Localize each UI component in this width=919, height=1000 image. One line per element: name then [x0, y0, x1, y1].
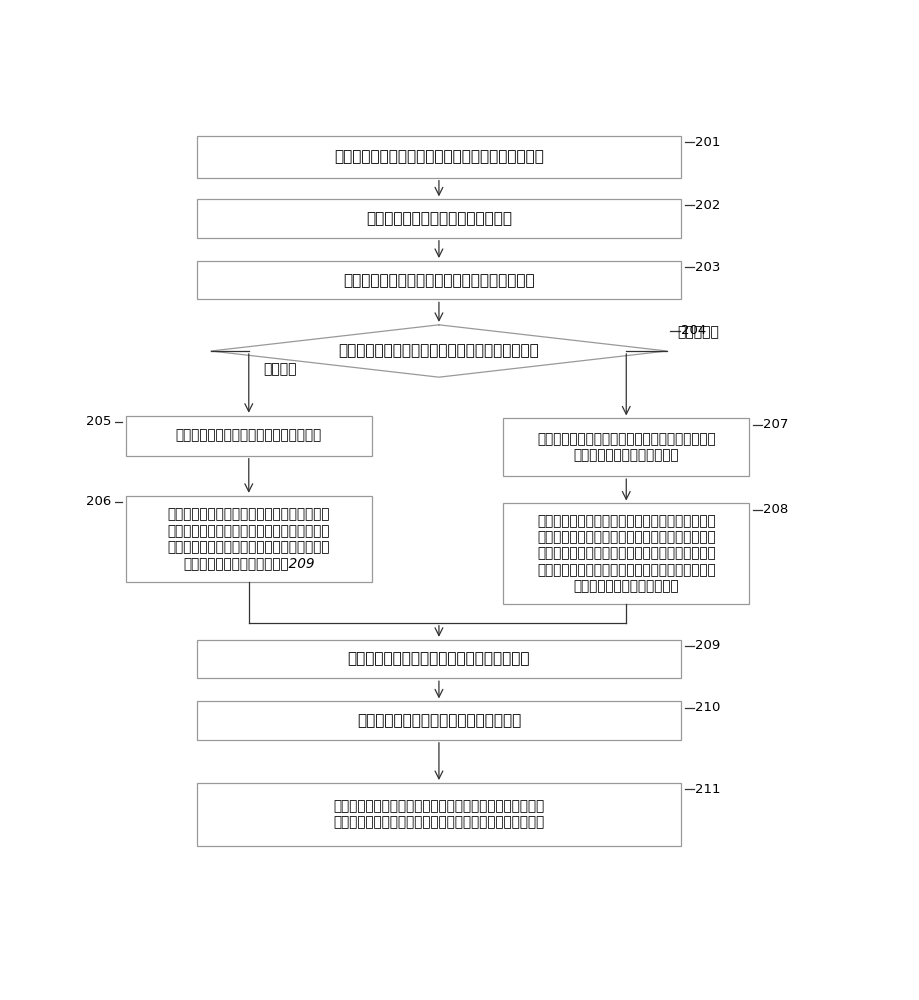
Text: 对比各个仿真眼图的眼睛张开程度，选定眼睛张开程度最大
的仿真眼图对应的目标测试阻抗为传输线路对应的线路阻抗: 对比各个仿真眼图的眼睛张开程度，选定眼睛张开程度最大 的仿真眼图对应的目标测试阻… [334, 799, 545, 830]
Text: 针对每一个目标测试阻抗，计算在主板中的每
一层上预部署的单线传输线路的线宽，按照单
线布线和单线传输线路的线宽，为传输线路生
成对应的布线模型，执行步骤209: 针对每一个目标测试阻抗，计算在主板中的每 一层上预部署的单线传输线路的线宽，按照… [167, 508, 330, 570]
Bar [197, 199, 681, 238]
Text: 单线布线: 单线布线 [263, 363, 297, 377]
Bar [197, 136, 681, 178]
Bar [197, 701, 681, 740]
Text: 208: 208 [764, 503, 789, 516]
Text: 确定传输线路预传输信号的信号类型: 确定传输线路预传输信号的信号类型 [366, 211, 512, 226]
Text: 204: 204 [681, 324, 707, 337]
Bar [504, 503, 749, 604]
Text: 209: 209 [696, 639, 720, 652]
Text: 在传输线路所属主板上，选定第一参考层: 在传输线路所属主板上，选定第一参考层 [176, 429, 322, 443]
Text: 在两种布线类型中，为传输线路选定目标布线类型: 在两种布线类型中，为传输线路选定目标布线类型 [338, 344, 539, 359]
Text: 207: 207 [764, 418, 789, 431]
Bar [197, 261, 681, 299]
Text: 201: 201 [696, 136, 720, 149]
Bar [126, 416, 371, 456]
Text: 210: 210 [696, 701, 720, 714]
Text: 205: 205 [86, 415, 112, 428]
Text: 获取每一个目标测试阻抗对应的仿真眼图: 获取每一个目标测试阻抗对应的仿真眼图 [357, 713, 521, 728]
Text: 206: 206 [86, 495, 112, 508]
Bar [197, 783, 681, 846]
Text: 针对每一个目标测试阻抗，为预传输信号的信号类
型确定目标差分线线距，计算在主板中的每一层上
预部署的差分线路中每一条差分传输线路的线宽，
按照差分线布线和每一条: 针对每一个目标测试阻抗，为预传输信号的信号类 型确定目标差分线线距，计算在主板中… [537, 514, 716, 593]
Text: 202: 202 [696, 199, 720, 212]
Bar [504, 418, 749, 476]
Text: 为每一类信号匹配一个差分线线距，并在传输线路
所属主板上，选定第二参考层: 为每一类信号匹配一个差分线线距，并在传输线路 所属主板上，选定第二参考层 [537, 432, 716, 462]
Text: 为预传输信号的信号类型确定三个目标测试阻抗: 为预传输信号的信号类型确定三个目标测试阻抗 [343, 273, 535, 288]
Text: 211: 211 [696, 783, 720, 796]
Text: 为每一类信号匹配三个测试阻抗，设置两种布线类型: 为每一类信号匹配三个测试阻抗，设置两种布线类型 [334, 149, 544, 164]
Text: 差分线布线: 差分线布线 [677, 325, 720, 339]
Text: 利用仿真装置对每一个布线模型进行仿真分析: 利用仿真装置对每一个布线模型进行仿真分析 [347, 652, 530, 666]
Bar [197, 640, 681, 678]
Text: 203: 203 [696, 261, 720, 274]
Bar [126, 496, 371, 582]
